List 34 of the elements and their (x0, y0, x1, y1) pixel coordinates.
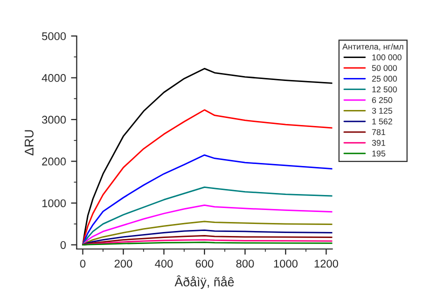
legend-title: Антитела, нг/мл (342, 44, 404, 51)
line-series (82, 234, 332, 246)
y-tick-label: 4000 (42, 74, 66, 82)
legend-label: 3 125 (372, 108, 392, 114)
x-tick-label: 1000 (274, 260, 298, 268)
y-tick-label: 5000 (42, 32, 66, 40)
line-series (82, 230, 332, 246)
y-axis-title: ΔRU (24, 130, 34, 156)
y-tick-label: 1000 (42, 199, 66, 208)
line-series (82, 68, 332, 246)
legend-label: 6 250 (372, 97, 392, 104)
legend-label: 50 000 (372, 65, 397, 71)
legend-label: 25 000 (372, 76, 397, 82)
legend-label: 195 (372, 150, 386, 156)
x-tick-label: 800 (236, 260, 254, 268)
x-tick-label: 1200 (314, 260, 338, 268)
x-tick-label: 200 (114, 260, 132, 268)
legend-label: 1 562 (372, 118, 392, 124)
line-series (82, 204, 332, 246)
x-tick-label: 0 (80, 260, 86, 268)
line-series (82, 154, 332, 246)
legend-label: 12 500 (372, 86, 397, 92)
y-tick-label: 0 (60, 241, 66, 249)
line-series (82, 186, 332, 246)
y-tick-label: 3000 (42, 116, 66, 124)
x-tick-label: 600 (196, 260, 214, 268)
legend-label: 781 (372, 129, 386, 136)
y-tick-label: 2000 (42, 158, 66, 166)
legend-label: 391 (372, 140, 386, 146)
x-tick-label: 400 (154, 260, 173, 268)
line-series (82, 220, 332, 246)
legend-label: 100 000 (372, 54, 402, 60)
line-series (82, 109, 332, 246)
x-axis-title: Âðåìÿ, ñåê (174, 275, 234, 289)
